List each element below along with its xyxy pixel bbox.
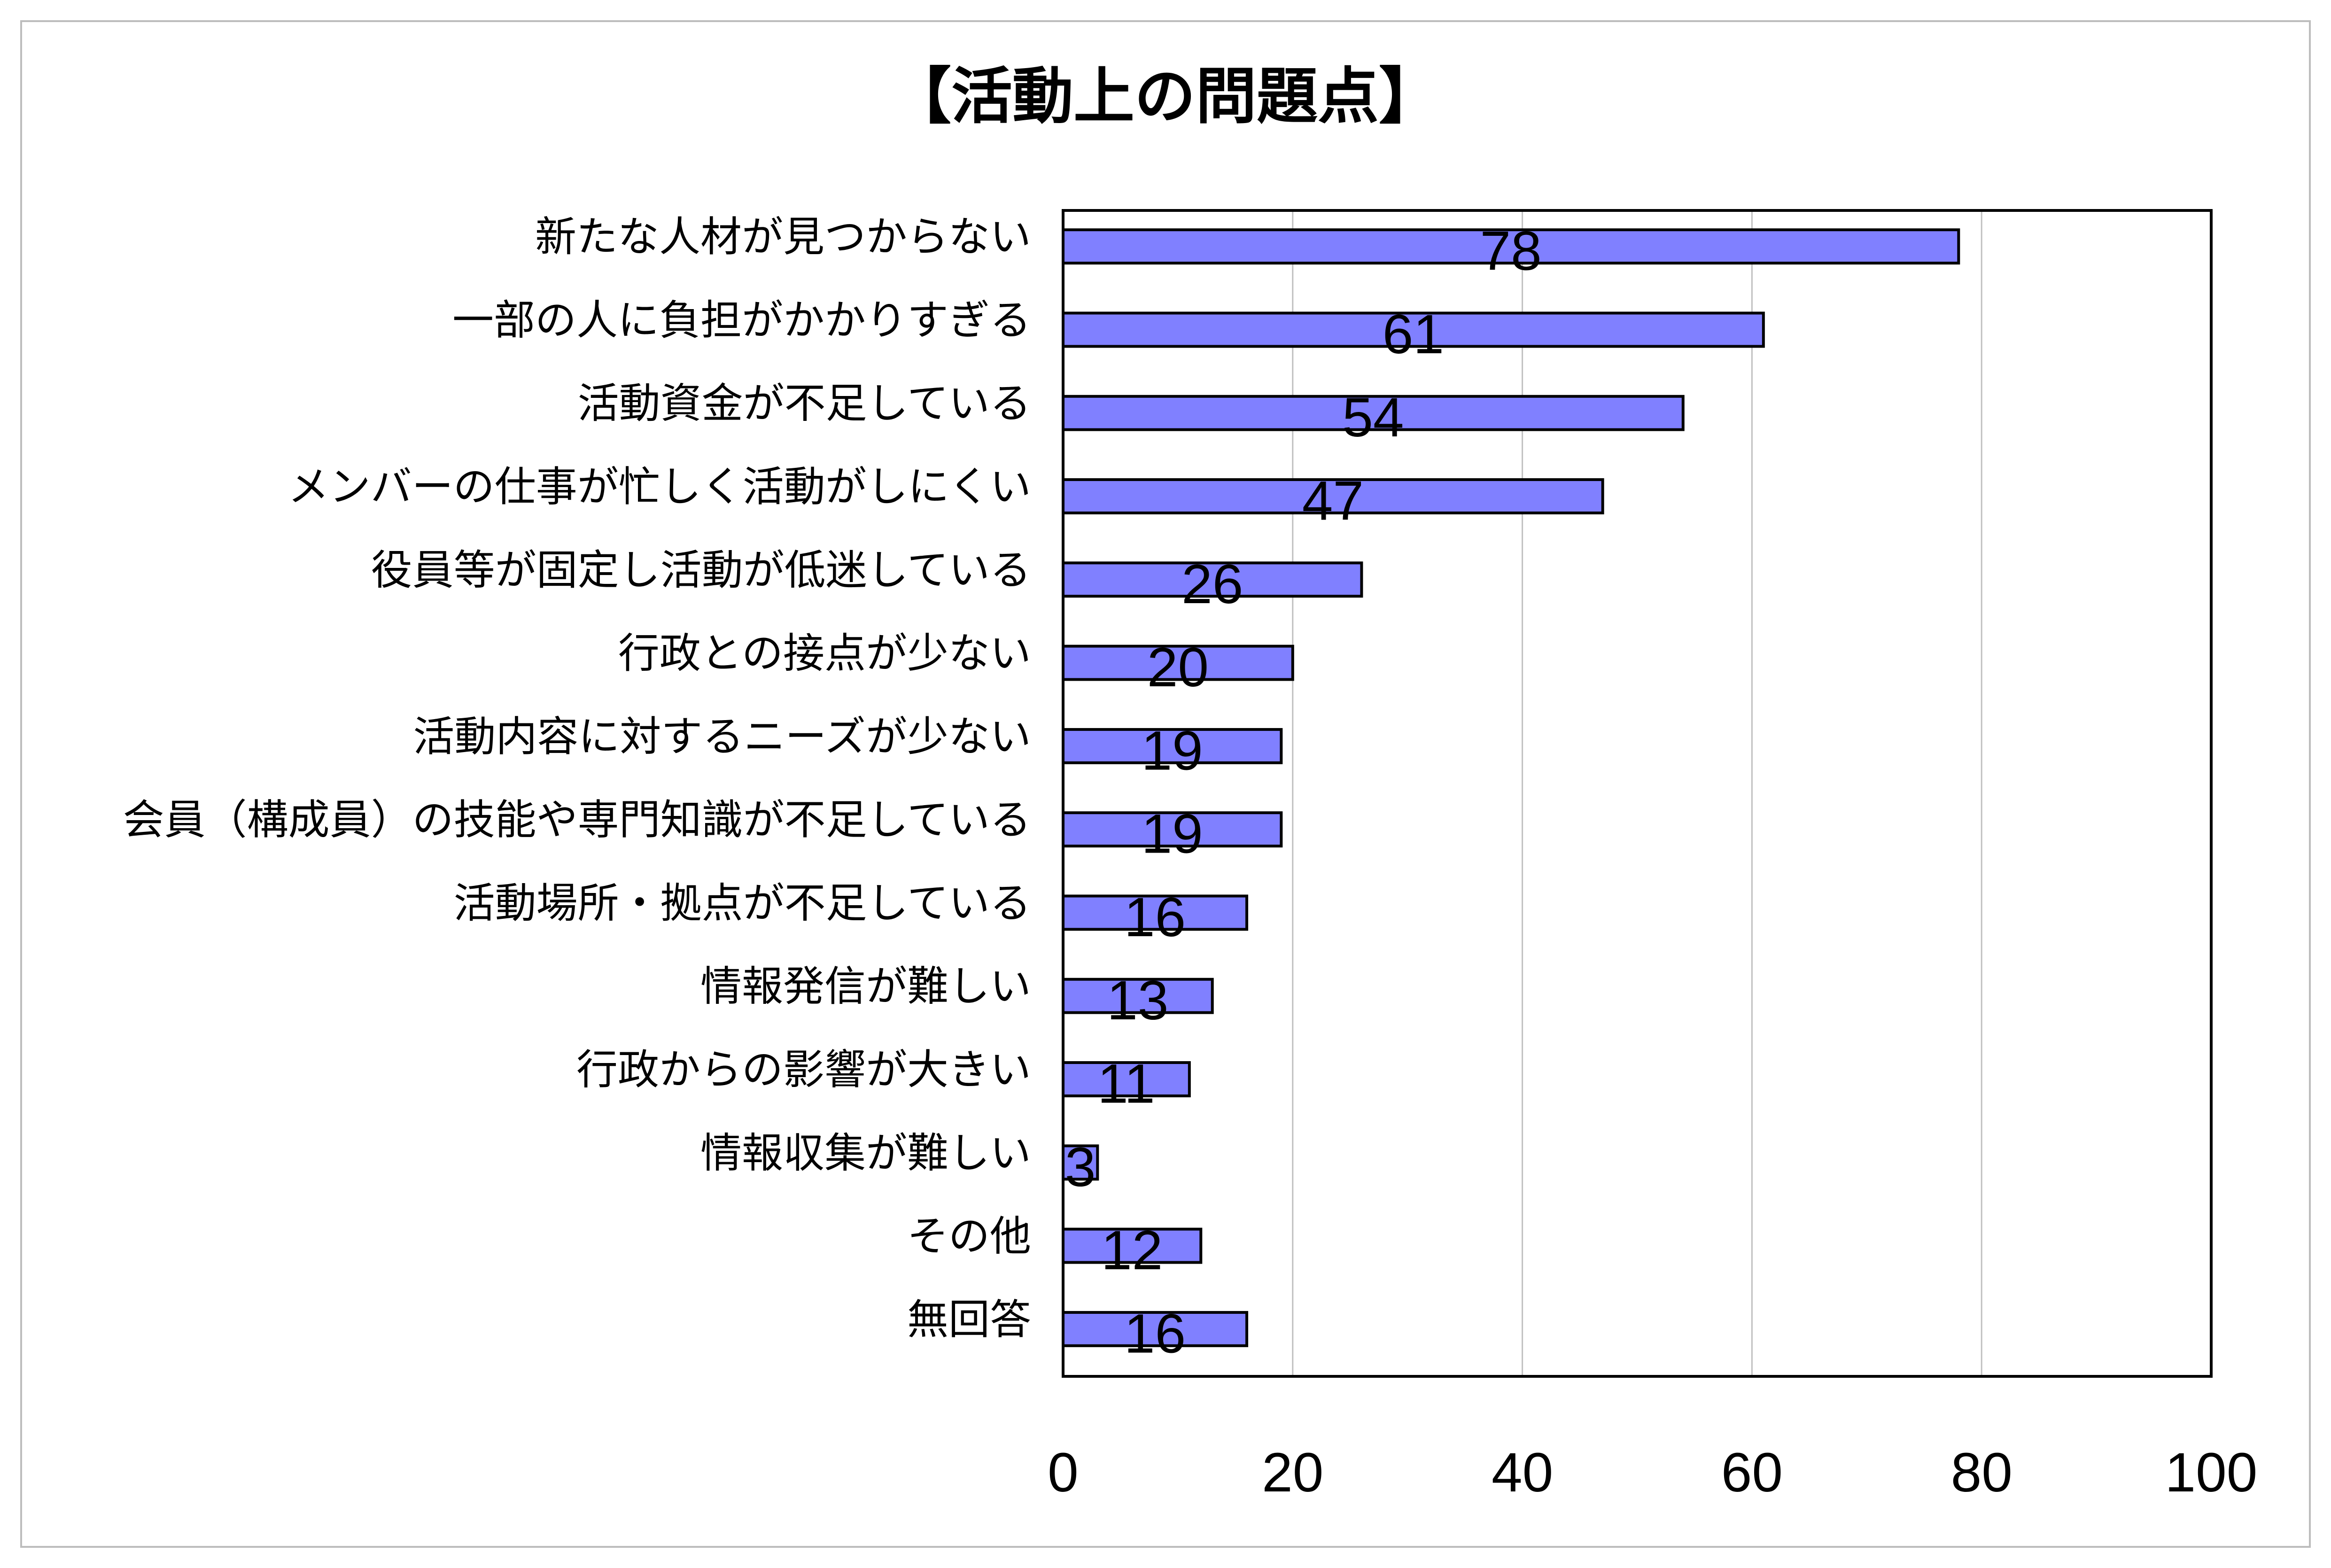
bar: [1062, 894, 1249, 931]
x-tick-label: 20: [1262, 1442, 1323, 1504]
category-label: 役員等が固定し活動が低迷している: [371, 546, 1031, 594]
data-label: 26: [1181, 553, 1243, 615]
data-label: 47: [1302, 470, 1364, 532]
plot-border: [1062, 209, 2213, 1378]
category-label: 会員（構成員）の技能や専門知識が不足している: [123, 796, 1031, 844]
data-label: 19: [1142, 720, 1203, 782]
x-axis-ticks: 0 20 40 60 80 100: [1048, 1442, 2257, 1504]
bar: [1062, 1144, 1099, 1181]
x-tick-label: 100: [2165, 1442, 2258, 1504]
bar: [1062, 1061, 1191, 1097]
category-label: 活動場所・拠点が不足している: [454, 879, 1031, 927]
category-label: その他: [907, 1212, 1031, 1260]
data-label: 11: [1097, 1053, 1155, 1115]
category-label: 行政からの影響が大きい: [576, 1046, 1031, 1094]
data-label: 19: [1142, 803, 1203, 865]
x-tick-label: 40: [1492, 1442, 1553, 1504]
chart-title: 【活動上の問題点】: [890, 61, 1440, 132]
data-label: 61: [1383, 303, 1444, 365]
bar: [1062, 1311, 1249, 1347]
category-label: 情報発信が難しい: [700, 962, 1031, 1010]
category-label: 活動資金が不足している: [578, 379, 1031, 427]
bars: [1062, 228, 1960, 1347]
category-labels: 新たな人材が見つからない一部の人に負担がかかりすぎる活動資金が不足しているメンバ…: [123, 213, 1031, 1344]
x-tick-label: 60: [1721, 1442, 1783, 1504]
data-label: 20: [1147, 637, 1209, 699]
data-label: 16: [1124, 1303, 1186, 1365]
category-label: 活動内容に対するニーズが少ない: [413, 712, 1031, 761]
data-label: 13: [1107, 970, 1168, 1032]
data-label: 78: [1480, 220, 1542, 282]
data-label: 54: [1342, 387, 1404, 449]
data-label: 12: [1101, 1219, 1163, 1281]
bar: [1062, 728, 1283, 764]
category-label: 行政との接点が少ない: [618, 629, 1031, 677]
bar: [1062, 644, 1294, 681]
bar: [1062, 311, 1765, 348]
category-label: 情報収集が難しい: [700, 1129, 1031, 1177]
category-label: 無回答: [907, 1295, 1031, 1343]
bar: [1062, 811, 1283, 848]
x-tick-label: 80: [1951, 1442, 2012, 1504]
category-label: 一部の人に負担がかかりすぎる: [452, 296, 1031, 344]
plot-area: [1063, 210, 2211, 1376]
x-tick-label: 0: [1048, 1442, 1079, 1504]
data-label: 16: [1124, 886, 1186, 948]
bar: [1062, 228, 1960, 265]
category-label: 新たな人材が見つからない: [535, 213, 1031, 261]
bar: [1062, 1227, 1203, 1264]
data-label: 3: [1065, 1136, 1096, 1198]
category-label: メンバーの仕事が忙しく活動がしにくい: [288, 463, 1031, 511]
